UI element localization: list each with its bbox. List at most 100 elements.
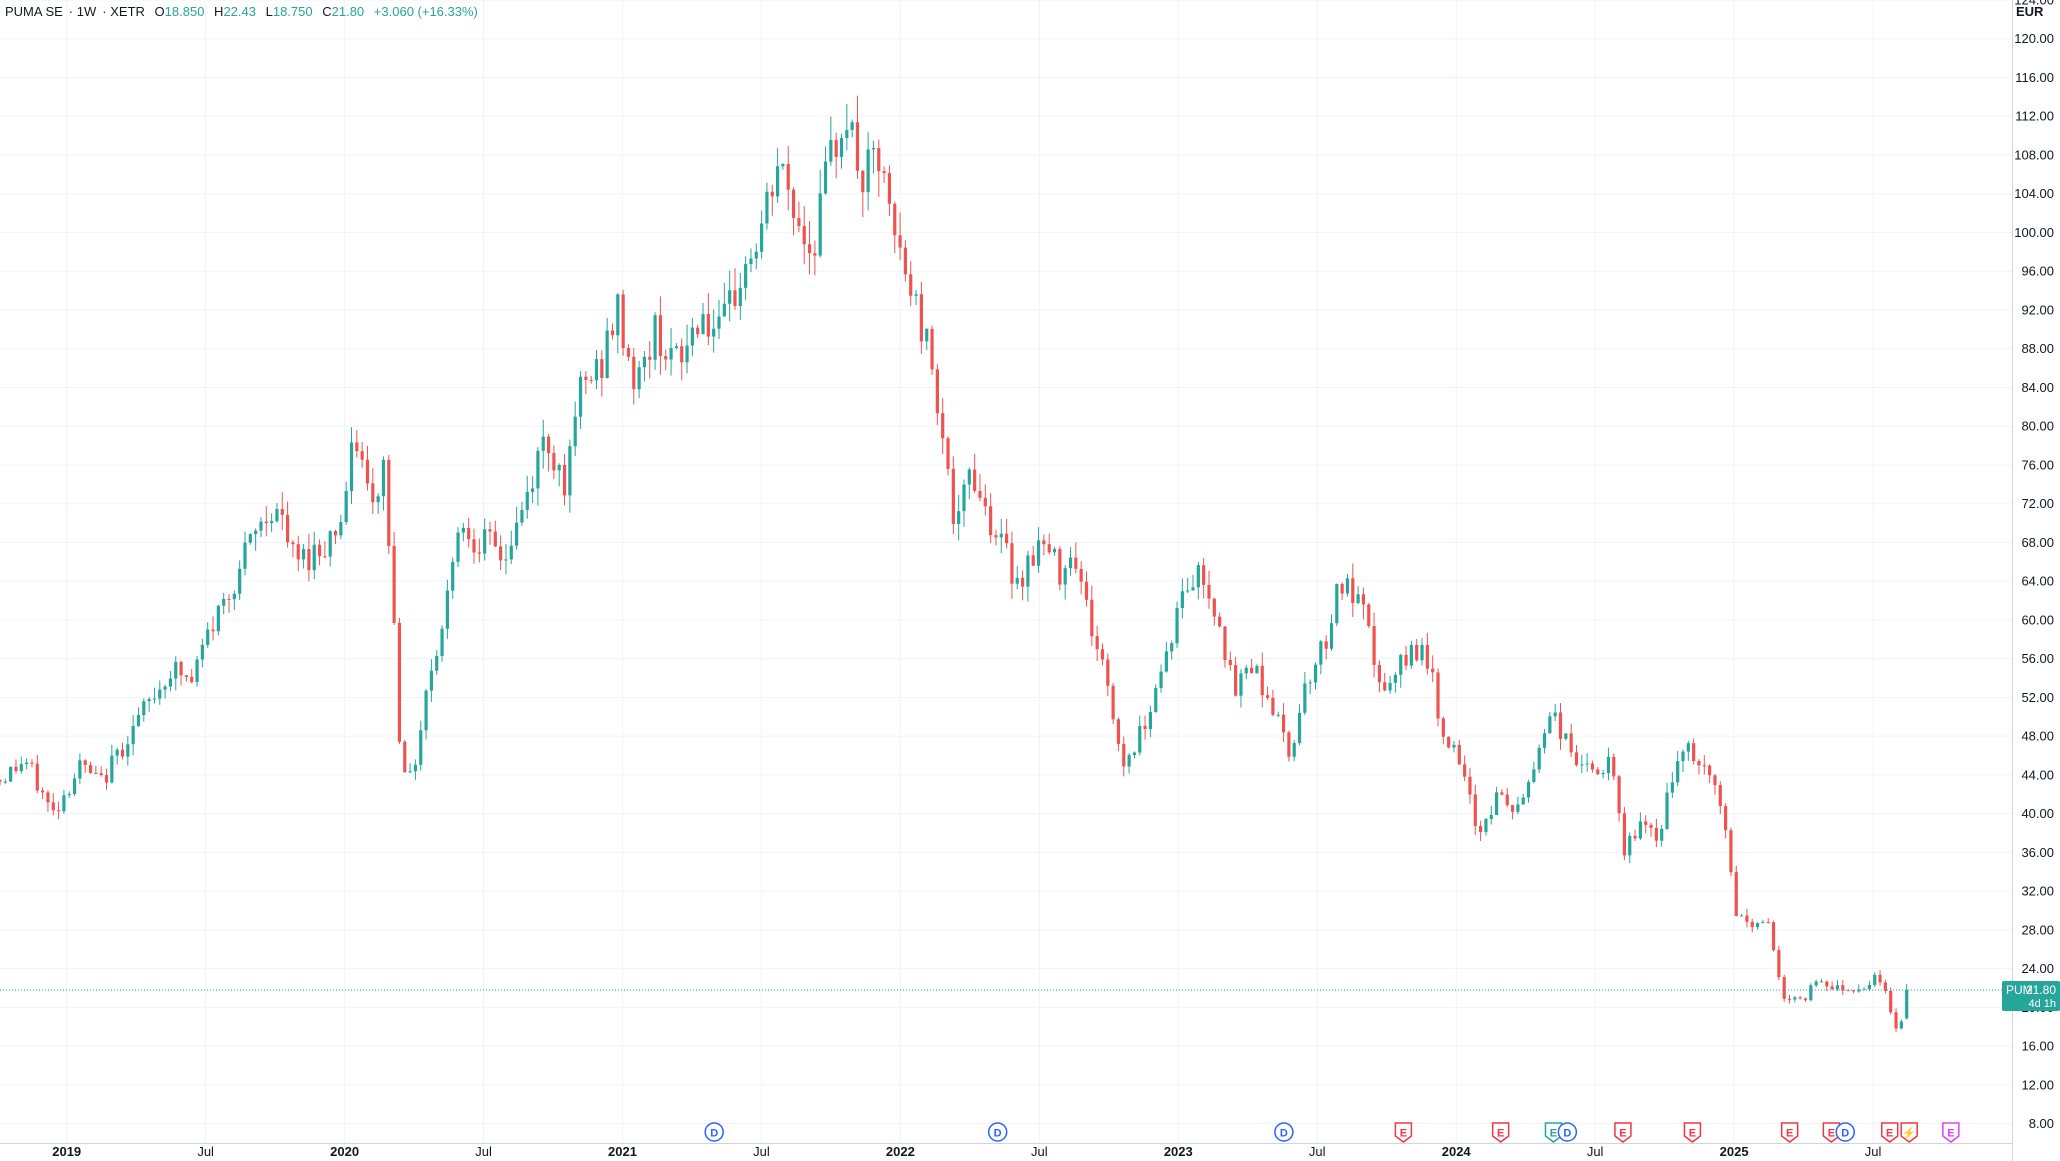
earnings-icon bbox=[1394, 1122, 1413, 1143]
earnings-marker[interactable]: E bbox=[1544, 1122, 1563, 1143]
candle-body bbox=[1329, 623, 1334, 649]
candle-body bbox=[989, 506, 993, 536]
symbol-legend: PUMA SE · 1W · XETR O18.850 H22.43 L18.750… bbox=[5, 4, 478, 19]
candle-body bbox=[786, 163, 790, 190]
candle-body bbox=[632, 356, 636, 390]
candle-body bbox=[648, 356, 652, 360]
price-tick-label: 80.00 bbox=[2021, 419, 2054, 434]
dividend-marker[interactable]: D bbox=[1557, 1122, 1578, 1142]
candle-body bbox=[83, 760, 87, 766]
price-tick-label: 108.00 bbox=[2014, 147, 2054, 162]
candle-body bbox=[600, 359, 604, 379]
interval[interactable]: 1W bbox=[76, 4, 97, 19]
earnings-marker[interactable]: E bbox=[1614, 1122, 1632, 1143]
earnings-marker[interactable]: E bbox=[1491, 1122, 1510, 1143]
earnings-marker[interactable]: E bbox=[1683, 1122, 1702, 1143]
candle-body bbox=[1777, 950, 1781, 978]
candle-body bbox=[1399, 654, 1403, 675]
candle-body bbox=[770, 191, 774, 197]
candle-body bbox=[1063, 568, 1067, 585]
candle-body bbox=[227, 598, 231, 600]
candle-body bbox=[781, 163, 785, 167]
candle-body bbox=[1447, 736, 1451, 748]
price-tick-label: 116.00 bbox=[2015, 70, 2054, 85]
candle-body bbox=[1590, 763, 1595, 770]
candle-body bbox=[1132, 752, 1137, 756]
dividend-marker[interactable]: D bbox=[987, 1122, 1008, 1142]
candle-body bbox=[1159, 671, 1163, 688]
candle-body bbox=[557, 465, 561, 471]
candle-body bbox=[1457, 744, 1461, 765]
last-price-value: 21.80 bbox=[2026, 983, 2056, 997]
price-tick-label: 40.00 bbox=[2021, 806, 2054, 821]
candle-body bbox=[1068, 557, 1073, 569]
price-tick-label: 32.00 bbox=[2021, 884, 2054, 899]
price-tick-label: 96.00 bbox=[2021, 264, 2054, 279]
candle-body bbox=[1702, 765, 1706, 767]
candle-body bbox=[477, 552, 481, 554]
candle-body bbox=[451, 561, 455, 591]
candle-body bbox=[35, 763, 39, 791]
candle-body bbox=[99, 773, 103, 776]
candle-body bbox=[259, 521, 263, 531]
candle-body bbox=[791, 189, 796, 218]
candle-body bbox=[802, 225, 806, 245]
candle-body bbox=[1654, 827, 1658, 841]
candle-body bbox=[1628, 835, 1632, 856]
time-tick-label: 2022 bbox=[886, 1144, 915, 1159]
candle-body bbox=[0, 779, 2, 782]
candlestick-series bbox=[0, 95, 1909, 1033]
time-tick-label: Jul bbox=[1031, 1144, 1048, 1159]
time-axis[interactable]: 2019 Jul 2020 Jul 2021 Jul 2022 Jul 2023 Jul 2024 J… bbox=[52, 1144, 1881, 1159]
candle-body bbox=[1617, 776, 1621, 814]
dividend-marker[interactable]: D bbox=[1274, 1122, 1294, 1142]
candle-body bbox=[1622, 813, 1627, 856]
candle-body bbox=[152, 698, 157, 700]
event-marker[interactable]: ⚡ bbox=[1900, 1122, 1918, 1143]
candle-body bbox=[1042, 540, 1046, 545]
price-tick-label: 24.00 bbox=[2021, 961, 2054, 976]
candle-body bbox=[1787, 998, 1792, 1000]
earnings-marker[interactable]: E bbox=[1822, 1122, 1841, 1143]
candle-body bbox=[291, 542, 295, 545]
candle-body bbox=[552, 453, 556, 471]
candle-body bbox=[1489, 814, 1493, 819]
candle-body bbox=[1739, 915, 1744, 917]
candle-body bbox=[877, 148, 881, 172]
candle-body bbox=[1372, 626, 1376, 665]
earnings-marker[interactable]: E bbox=[1394, 1122, 1413, 1143]
candle-body bbox=[1771, 922, 1776, 951]
last-price-ticker: PUM bbox=[2006, 983, 2033, 997]
candle-body bbox=[254, 530, 258, 535]
price-tick-label: 60.00 bbox=[2021, 612, 2054, 627]
dividend-marker[interactable]: D bbox=[704, 1122, 724, 1142]
earnings-icon bbox=[1614, 1122, 1632, 1143]
candle-body bbox=[1170, 643, 1174, 652]
price-tick-label: 120.00 bbox=[2014, 31, 2054, 46]
candle-body bbox=[1500, 792, 1504, 795]
candle-body bbox=[184, 675, 189, 677]
candle-body bbox=[1010, 543, 1014, 584]
earnings-marker[interactable]: E bbox=[1942, 1122, 1960, 1143]
currency-label[interactable]: EUR bbox=[2016, 4, 2044, 19]
candle-body bbox=[1196, 565, 1200, 588]
candle-body bbox=[499, 546, 503, 561]
candle-body bbox=[413, 764, 418, 772]
candle-body bbox=[1084, 581, 1089, 600]
candle-body bbox=[158, 689, 162, 699]
candle-body bbox=[1761, 922, 1765, 924]
candle-body bbox=[834, 140, 838, 157]
price-tick-label: 92.00 bbox=[2021, 302, 2054, 317]
candle-body bbox=[1638, 821, 1642, 839]
symbol-name[interactable]: PUMA SE bbox=[5, 4, 63, 19]
earnings-marker[interactable]: E bbox=[1880, 1122, 1899, 1143]
candle-body bbox=[323, 556, 327, 558]
earnings-marker[interactable]: E bbox=[1780, 1122, 1799, 1143]
event-marker-label: E bbox=[1550, 1128, 1557, 1140]
candle-body bbox=[1692, 743, 1696, 762]
dividend-marker[interactable]: D bbox=[1835, 1122, 1856, 1142]
price-axis[interactable]: 8.0012.0016.0020.0024.0028.0032.0036.004… bbox=[2014, 0, 2054, 1131]
candle-body bbox=[1260, 665, 1264, 696]
candle-body bbox=[1612, 756, 1616, 777]
